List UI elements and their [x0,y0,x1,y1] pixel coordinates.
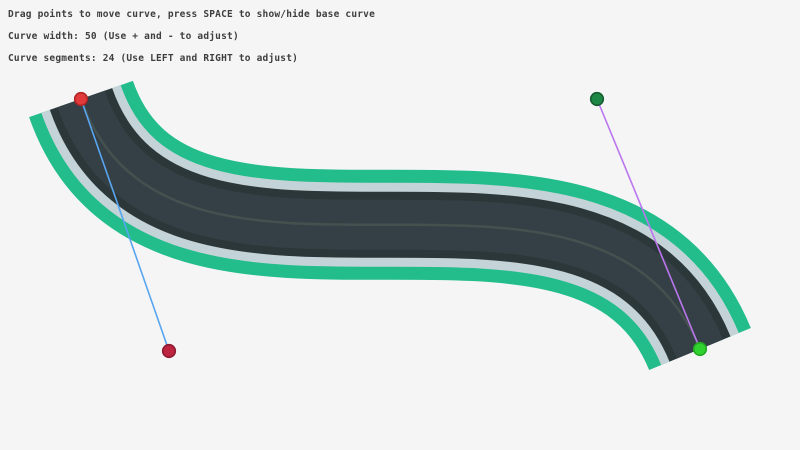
hud: Drag points to move curve, press SPACE t… [8,4,375,70]
anchor-end-point[interactable] [692,341,708,357]
control-start-point[interactable] [161,343,177,359]
hud-curve-width: Curve width: 50 (Use + and - to adjust) [8,31,239,42]
control-handles [80,98,701,352]
anchor-start-point[interactable] [73,91,89,107]
control-end-point[interactable] [589,91,605,107]
start-handle-line [80,98,170,352]
road [29,78,751,373]
hud-instruction: Drag points to move curve, press SPACE t… [8,9,376,20]
end-handle-line [596,98,701,350]
base-curve-line [79,98,702,350]
hud-curve-segments: Curve segments: 24 (Use LEFT and RIGHT t… [8,53,299,64]
control-points [73,91,708,359]
